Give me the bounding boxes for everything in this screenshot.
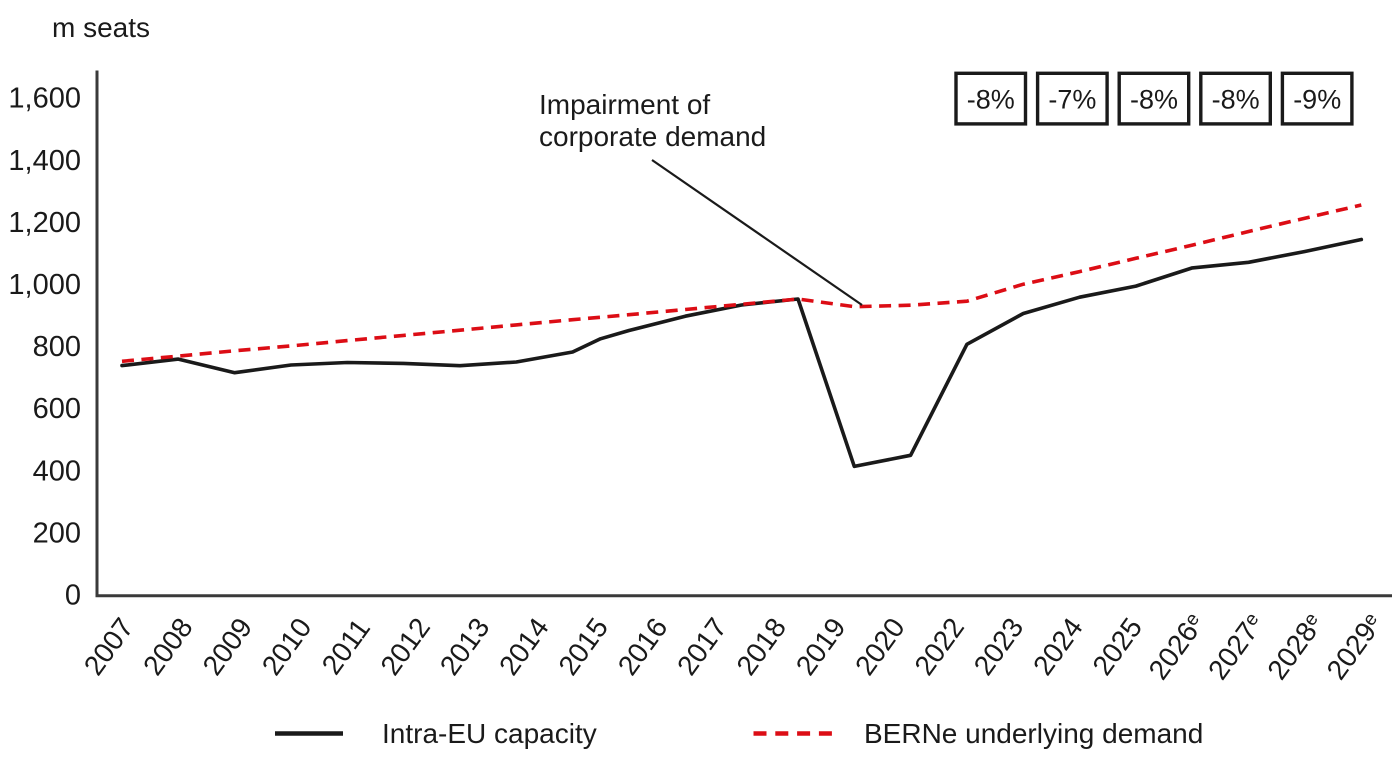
svg-text:corporate demand: corporate demand [539, 121, 766, 152]
svg-text:m seats: m seats [52, 12, 150, 43]
svg-text:800: 800 [33, 331, 81, 363]
svg-text:-8%: -8% [1212, 85, 1260, 115]
svg-text:600: 600 [33, 393, 81, 425]
svg-text:0: 0 [65, 580, 81, 612]
svg-text:1,200: 1,200 [8, 207, 81, 239]
svg-text:1,400: 1,400 [8, 145, 81, 177]
svg-text:Impairment of: Impairment of [539, 89, 710, 120]
svg-text:-8%: -8% [967, 85, 1015, 115]
svg-text:-9%: -9% [1293, 85, 1341, 115]
svg-text:400: 400 [33, 455, 81, 487]
svg-text:BERNe underlying demand: BERNe underlying demand [864, 718, 1203, 749]
svg-text:Intra-EU capacity: Intra-EU capacity [382, 718, 597, 749]
svg-text:1,600: 1,600 [8, 83, 81, 115]
svg-text:-8%: -8% [1130, 85, 1178, 115]
svg-text:1,000: 1,000 [8, 269, 81, 301]
svg-text:-7%: -7% [1048, 85, 1096, 115]
svg-text:200: 200 [33, 517, 81, 549]
